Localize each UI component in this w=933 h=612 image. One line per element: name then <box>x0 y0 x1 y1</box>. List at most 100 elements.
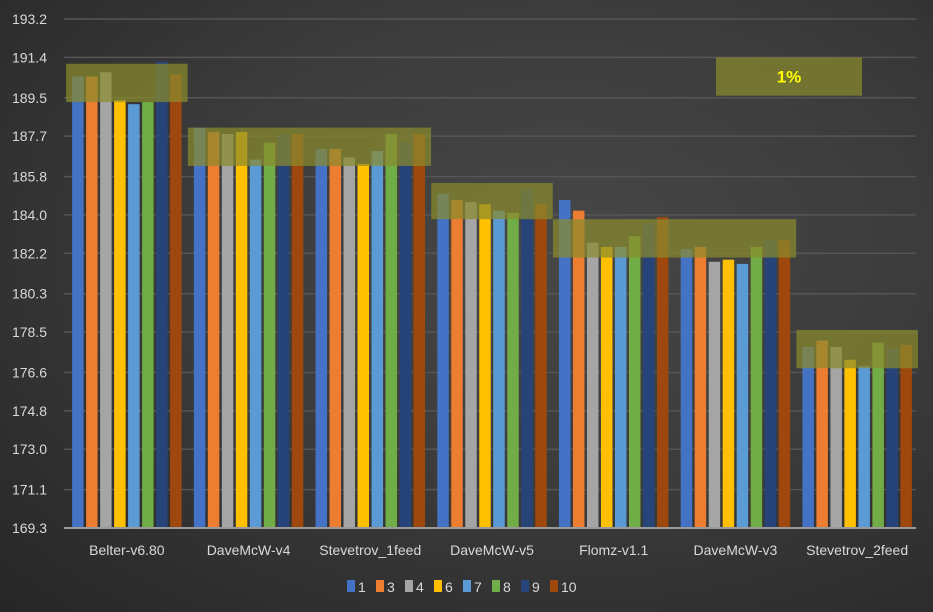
bar-series-7 <box>249 159 262 528</box>
bar-series-6 <box>722 259 735 528</box>
bar-series-9 <box>764 240 777 528</box>
bar-series-6 <box>235 131 248 528</box>
legend: 1 3 4 6 7 8 9 10 <box>347 579 577 595</box>
y-tick-label: 184.0 <box>12 207 47 223</box>
x-tick-label: Stevetrov_2feed <box>806 542 908 558</box>
y-tick-label: 174.8 <box>12 403 47 419</box>
legend-label: 4 <box>416 579 424 595</box>
highlight-band <box>431 182 553 220</box>
bar-series-8 <box>872 342 884 528</box>
x-axis-ticks: Belter-v6.80 DaveMcW-v4 Stevetrov_1feed Dav… <box>89 542 908 558</box>
bar-series-6 <box>844 359 856 528</box>
bar-series-7 <box>493 210 505 528</box>
bar-series-9 <box>277 134 290 528</box>
legend-label: 7 <box>474 579 482 595</box>
legend-swatch-8 <box>492 580 500 592</box>
legend-label: 1 <box>358 579 366 595</box>
y-tick-label: 178.5 <box>12 324 47 340</box>
legend-swatch-9 <box>521 580 529 592</box>
bar-series-3 <box>451 200 463 529</box>
legend-label: 3 <box>387 579 395 595</box>
highlight-bands <box>66 63 918 369</box>
bar-series-4 <box>100 72 112 528</box>
y-tick-label: 173.0 <box>12 441 47 457</box>
bar-series-8 <box>507 212 519 528</box>
x-tick-label: DaveMcW-v3 <box>694 542 778 558</box>
bar-series-8 <box>385 134 398 528</box>
highlight-band <box>66 63 188 103</box>
bar-series-9 <box>156 61 168 528</box>
bar-series-3 <box>86 76 98 529</box>
legend-swatch-7 <box>463 580 471 592</box>
bar-series-6 <box>479 204 491 528</box>
annotation-label: 1% <box>777 68 802 87</box>
bar-series-7 <box>736 263 749 528</box>
bar-series-9 <box>642 223 655 528</box>
annotation: 1% <box>716 57 862 96</box>
legend-swatch-4 <box>405 580 413 592</box>
bar-series-8 <box>628 236 641 528</box>
bar-series-3 <box>816 340 828 528</box>
bar-series-10 <box>170 74 182 529</box>
bar-series-6 <box>357 163 370 529</box>
x-tick-label: Stevetrov_1feed <box>319 542 421 558</box>
bar-series-3 <box>207 131 220 528</box>
legend-swatch-3 <box>376 580 384 592</box>
bar-series-1 <box>72 76 84 529</box>
y-tick-label: 180.3 <box>12 286 47 302</box>
bar-series-4 <box>586 242 599 528</box>
bar-series-10 <box>900 344 912 528</box>
bar-series-10 <box>656 217 669 529</box>
y-tick-label: 169.3 <box>12 520 47 536</box>
highlight-band <box>796 329 918 369</box>
bar-series-1 <box>315 148 328 528</box>
bar-series-4 <box>343 157 356 528</box>
y-tick-label: 176.6 <box>12 365 47 381</box>
bar-series-7 <box>614 246 627 528</box>
bar-series-4 <box>465 202 477 528</box>
bar-series-1 <box>802 346 814 528</box>
bar-series-10 <box>413 134 426 528</box>
highlight-band <box>187 127 432 166</box>
y-tick-label: 189.5 <box>12 90 47 106</box>
highlight-band <box>552 219 797 258</box>
bar-series-9 <box>521 189 533 528</box>
legend-label: 9 <box>532 579 540 595</box>
bar-series-10 <box>778 240 791 528</box>
bar-series-3 <box>694 246 707 528</box>
bar-series-8 <box>142 102 154 528</box>
bar-series-9 <box>399 142 412 528</box>
bar-series-9 <box>886 349 898 528</box>
y-axis-ticks: 169.3 171.1 173.0 174.8 176.6 178.5 180.3 182.2… <box>12 11 47 536</box>
y-tick-label: 185.8 <box>12 169 47 185</box>
legend-label: 6 <box>445 579 453 595</box>
y-tick-label: 182.2 <box>12 245 47 261</box>
bar-series-1 <box>437 193 449 528</box>
bar-series-6 <box>114 99 126 529</box>
bar-series-1 <box>193 127 206 529</box>
bar-series-3 <box>329 148 342 528</box>
bar-series-3 <box>572 210 585 528</box>
legend-label: 10 <box>561 579 577 595</box>
bar-series-10 <box>535 204 547 528</box>
bar-series-8 <box>263 142 276 528</box>
bar-series-6 <box>600 246 613 528</box>
bar-series-4 <box>221 134 234 528</box>
bars <box>72 61 912 529</box>
bar-series-7 <box>858 366 870 528</box>
legend-swatch-1 <box>347 580 355 592</box>
bar-series-8 <box>750 246 763 528</box>
bar-series-1 <box>680 249 693 528</box>
bar-series-7 <box>371 151 384 528</box>
annotation-box <box>716 57 862 96</box>
legend-swatch-10 <box>550 580 558 592</box>
y-tick-label: 187.7 <box>12 128 47 144</box>
legend-swatch-6 <box>434 580 442 592</box>
bar-series-1 <box>558 200 571 529</box>
x-tick-label: DaveMcW-v4 <box>207 542 291 558</box>
x-tick-label: Belter-v6.80 <box>89 542 165 558</box>
bar-series-10 <box>291 134 304 528</box>
bar-series-7 <box>128 104 140 528</box>
